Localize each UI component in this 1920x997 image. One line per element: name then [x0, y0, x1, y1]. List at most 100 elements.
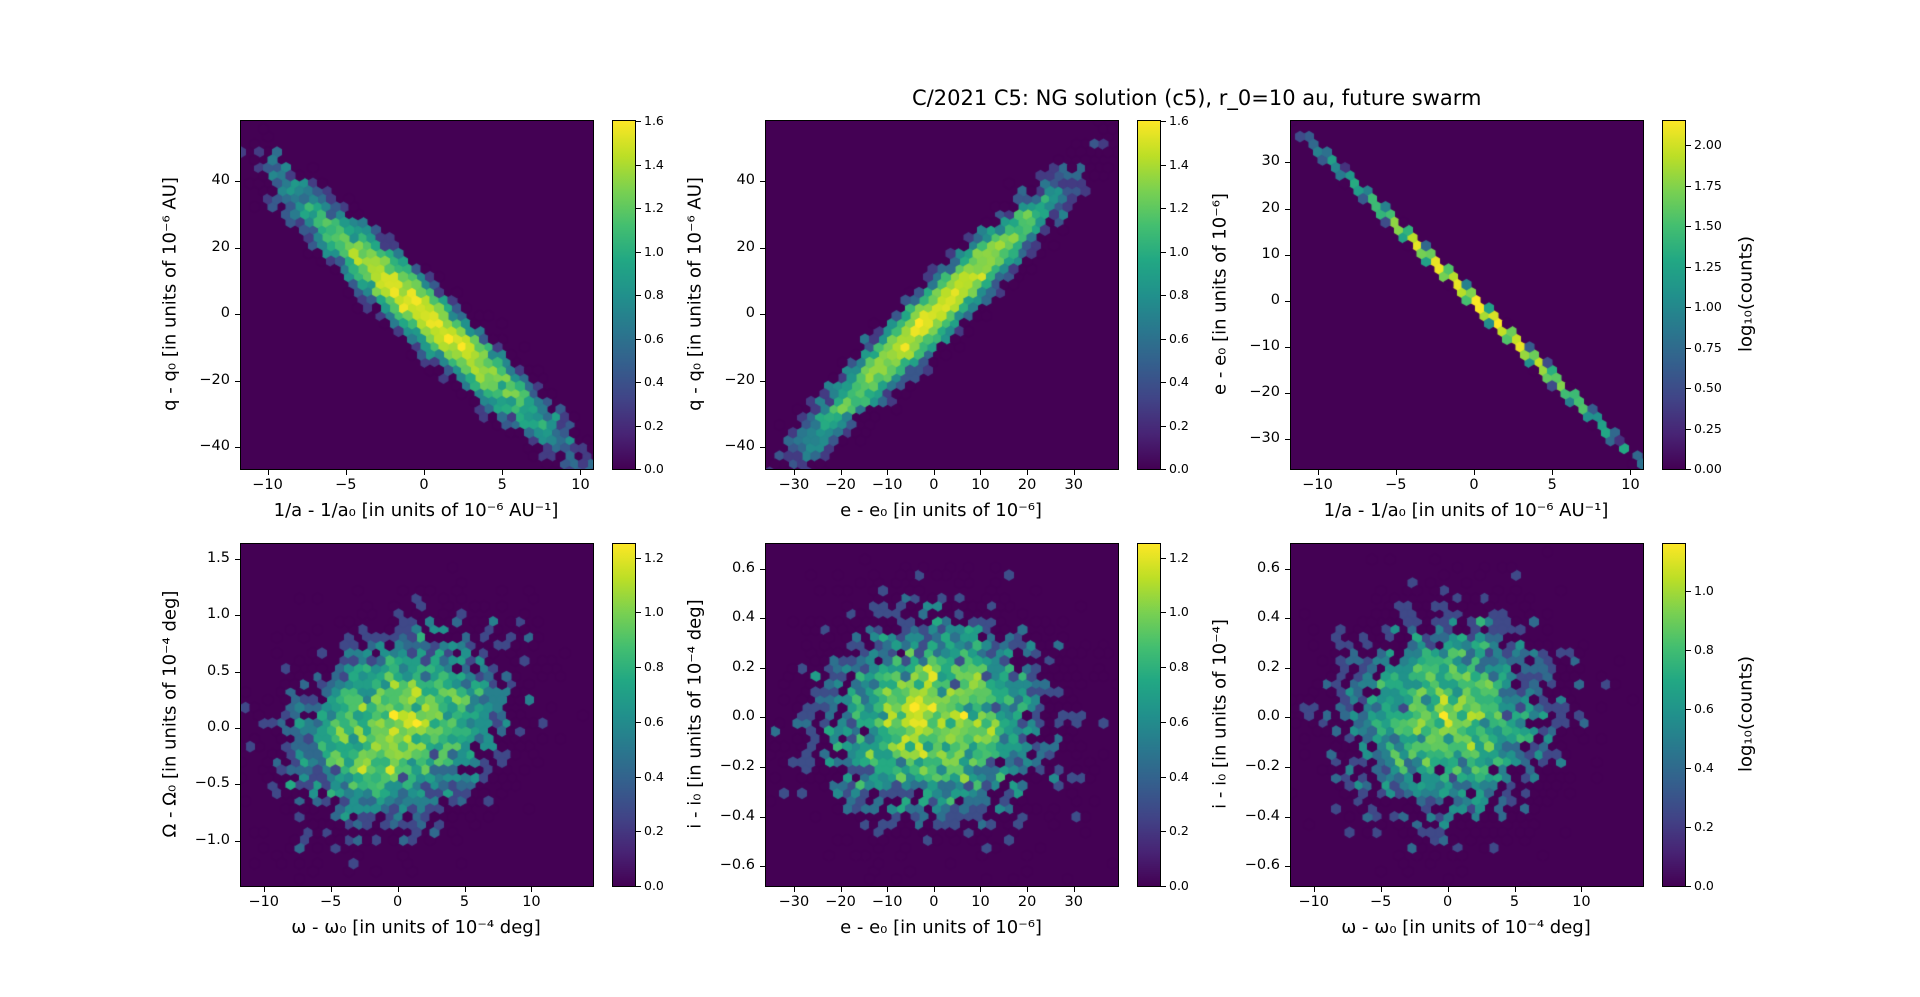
- y-tick-label: −0.6: [719, 857, 755, 874]
- tick-mark: [345, 470, 347, 475]
- x-tick-label: 30: [1064, 477, 1083, 493]
- tick-mark: [531, 887, 533, 892]
- plot-area: [765, 120, 1119, 470]
- colorbar-tick-label: 1.2: [1169, 200, 1189, 215]
- colorbar-tick-label: 0.8: [1694, 642, 1714, 658]
- tick-mark: [580, 470, 582, 475]
- x-tick-label: −20: [825, 894, 856, 910]
- tick-mark: [760, 816, 765, 818]
- y-axis-label: i - i₀ [in units of 10⁻⁴]: [1209, 619, 1231, 809]
- tick-mark: [1317, 470, 1319, 475]
- x-tick-label: −5: [319, 894, 342, 910]
- colorbar-tick-label: 1.4: [644, 156, 664, 172]
- colorbar-tick-label: 1.0: [1169, 604, 1189, 620]
- colorbar-tick-label: 0.25: [1694, 420, 1722, 436]
- colorbar-tick-label: 0.8: [1169, 659, 1189, 675]
- tick-mark: [1161, 338, 1166, 340]
- y-tick-label: −0.4: [719, 807, 755, 824]
- y-axis-label: e - e₀ [in units of 10⁻⁶]: [1209, 193, 1231, 395]
- colorbar-tick-label: 1.2: [1169, 549, 1189, 565]
- x-tick-label: −5: [1385, 477, 1407, 493]
- colorbar-tick-label: 0.0: [1694, 878, 1714, 893]
- colorbar-tick-label: 1.0: [1169, 243, 1189, 259]
- tick-mark: [1073, 470, 1075, 475]
- x-tick-label: −30: [778, 894, 810, 910]
- tick-mark: [1686, 709, 1691, 711]
- hexbin-canvas: [766, 544, 1118, 886]
- tick-mark: [1161, 721, 1166, 723]
- colorbar-tick-label: 0.50: [1694, 380, 1722, 396]
- x-axis-label: 1/a - 1/a₀ [in units of 10⁻⁶ AU⁻¹]: [1323, 500, 1609, 521]
- y-tick-label: 1.0: [206, 606, 230, 623]
- tick-mark: [636, 164, 641, 166]
- colorbar-tick-label: 1.6: [644, 113, 664, 128]
- y-tick-label: 0.4: [1256, 609, 1280, 626]
- y-tick-label: −30: [1249, 430, 1280, 447]
- y-tick-label: 0.4: [731, 609, 755, 626]
- tick-mark: [235, 447, 240, 449]
- x-tick-label: 20: [1017, 477, 1037, 493]
- tick-mark: [1686, 388, 1691, 390]
- tick-mark: [1686, 591, 1691, 593]
- tick-mark: [636, 776, 641, 778]
- x-tick-label: 30: [1064, 894, 1083, 910]
- tick-mark: [760, 866, 765, 868]
- tick-mark: [330, 887, 332, 892]
- x-tick-label: 0: [1469, 477, 1479, 493]
- tick-mark: [636, 667, 641, 669]
- tick-mark: [1285, 162, 1290, 164]
- tick-mark: [1161, 251, 1166, 253]
- colorbar: [612, 543, 636, 887]
- plot-area: [240, 543, 594, 887]
- tick-mark: [760, 667, 765, 669]
- y-tick-label: −20: [724, 371, 755, 388]
- colorbar-tick-label: 0.2: [644, 417, 664, 433]
- tick-mark: [793, 887, 795, 892]
- x-tick-label: 5: [497, 477, 507, 493]
- y-axis-label: i - i₀ [in units of 10⁻⁴ deg]: [684, 599, 706, 829]
- colorbar: [1662, 120, 1686, 470]
- x-axis-label: 1/a - 1/a₀ [in units of 10⁻⁶ AU⁻¹]: [273, 500, 559, 521]
- plot-area: [1290, 543, 1644, 887]
- colorbar-tick-label: 0.6: [644, 330, 664, 346]
- y-axis-label: Ω - Ω₀ [in units of 10⁻⁴ deg]: [159, 590, 181, 838]
- colorbar-tick-label: 1.00: [1694, 299, 1722, 315]
- y-tick-label: 0.0: [1256, 708, 1280, 725]
- colorbar-tick-label: 0.00: [1694, 461, 1722, 476]
- tick-mark: [235, 247, 240, 249]
- tick-mark: [235, 314, 240, 316]
- y-tick-label: −40: [724, 438, 755, 455]
- x-tick-label: 0: [929, 477, 939, 493]
- tick-mark: [840, 887, 842, 892]
- tick-mark: [1552, 470, 1554, 475]
- x-tick-label: 10: [971, 477, 990, 493]
- tick-mark: [760, 380, 765, 382]
- plot-area: [240, 120, 594, 470]
- tick-mark: [1285, 667, 1290, 669]
- colorbar-tick-label: 1.0: [1694, 583, 1714, 599]
- y-tick-label: 0.0: [206, 718, 230, 735]
- colorbar-gradient: [1138, 544, 1160, 886]
- x-axis-label: ω - ω₀ [in units of 10⁻⁴ deg]: [1341, 917, 1591, 938]
- tick-mark: [760, 447, 765, 449]
- tick-mark: [235, 671, 240, 673]
- tick-mark: [1686, 428, 1691, 430]
- colorbar-tick-label: 0.6: [1694, 701, 1714, 717]
- tick-mark: [263, 887, 265, 892]
- colorbar-tick-label: 0.8: [644, 659, 664, 675]
- tick-mark: [636, 338, 641, 340]
- tick-mark: [636, 208, 641, 209]
- tick-mark: [1447, 887, 1449, 892]
- tick-mark: [793, 470, 795, 475]
- colorbar-tick-label: 0.0: [644, 461, 664, 476]
- tick-mark: [1630, 470, 1632, 475]
- tick-mark: [980, 470, 982, 475]
- colorbar-tick-label: 1.2: [644, 549, 664, 565]
- colorbar-tick-label: 0.4: [644, 374, 664, 389]
- plot-area: [1290, 120, 1644, 470]
- colorbar-tick-label: 1.0: [644, 243, 664, 259]
- x-tick-label: 0: [1442, 894, 1453, 910]
- tick-mark: [1073, 887, 1075, 892]
- tick-mark: [1285, 767, 1290, 769]
- y-tick-label: −0.5: [194, 775, 230, 792]
